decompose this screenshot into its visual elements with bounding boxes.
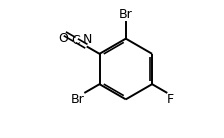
Text: C: C xyxy=(71,34,80,47)
Text: N: N xyxy=(83,33,92,46)
Text: Br: Br xyxy=(119,8,133,21)
Text: Br: Br xyxy=(71,93,84,106)
Text: O: O xyxy=(59,32,69,45)
Text: F: F xyxy=(167,93,174,106)
